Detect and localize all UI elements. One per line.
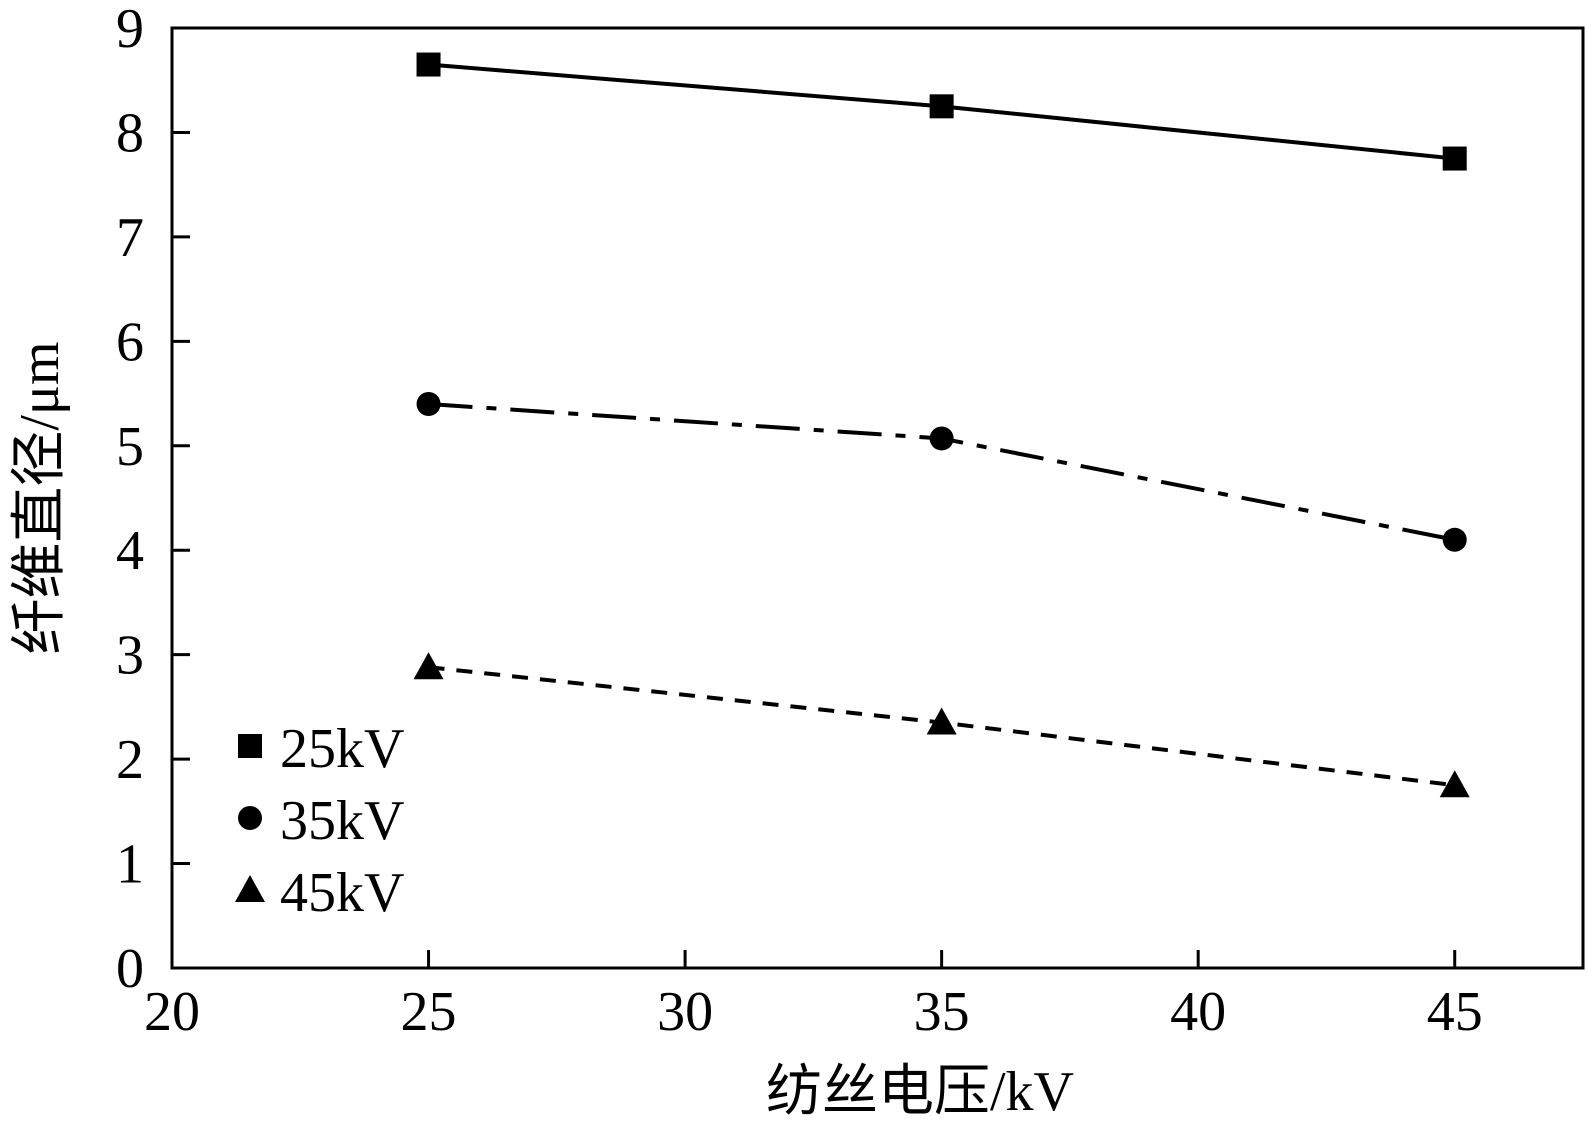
series-45kV bbox=[413, 652, 1470, 798]
legend-item: 25kV bbox=[238, 718, 404, 780]
legend-item: 35kV bbox=[238, 790, 404, 852]
data-point bbox=[416, 392, 441, 416]
legend-label: 25kV bbox=[280, 718, 404, 780]
y-tick-label: 9 bbox=[116, 0, 144, 60]
y-tick-label: 0 bbox=[116, 938, 144, 1000]
y-axis-title: 纤维直径/μm bbox=[9, 341, 71, 654]
data-point bbox=[1442, 527, 1467, 552]
legend-marker bbox=[238, 734, 262, 758]
series-line bbox=[428, 402, 1456, 542]
y-tick-label: 6 bbox=[116, 311, 144, 373]
y-tick-label: 3 bbox=[116, 625, 144, 687]
x-tick-label: 25 bbox=[401, 981, 457, 1043]
plot-frame bbox=[170, 26, 1585, 970]
x-axis-title: 纺丝电压/kV bbox=[766, 1061, 1074, 1123]
data-point bbox=[413, 652, 444, 680]
data-point bbox=[929, 426, 954, 451]
series-35kV bbox=[416, 392, 1467, 552]
legend: 25kV 35kV 45kV bbox=[235, 718, 404, 924]
x-tick-label: 30 bbox=[657, 981, 713, 1043]
y-tick-label: 1 bbox=[116, 834, 144, 896]
legend-marker bbox=[235, 875, 265, 902]
x-tick-label: 20 bbox=[144, 981, 200, 1043]
x-tick-label: 40 bbox=[1170, 981, 1226, 1043]
data-point bbox=[1442, 146, 1467, 171]
y-tick-label: 2 bbox=[116, 729, 144, 791]
data-point bbox=[926, 707, 957, 735]
data-point bbox=[416, 52, 441, 77]
data-point bbox=[929, 94, 954, 119]
data-point bbox=[1439, 770, 1470, 798]
series-25kV bbox=[416, 52, 1467, 171]
y-tick-label: 4 bbox=[116, 520, 144, 582]
x-tick-label: 45 bbox=[1427, 981, 1483, 1043]
legend-marker bbox=[238, 806, 262, 830]
x-axis-ticks: 20 25 30 35 40 45 bbox=[144, 950, 1483, 1043]
y-tick-label: 5 bbox=[116, 416, 144, 478]
legend-label: 45kV bbox=[280, 862, 404, 924]
y-tick-label: 8 bbox=[116, 102, 144, 164]
y-tick-label: 7 bbox=[116, 207, 144, 269]
x-tick-label: 35 bbox=[914, 981, 970, 1043]
legend-label: 35kV bbox=[280, 790, 404, 852]
legend-item: 45kV bbox=[235, 862, 404, 924]
series-layer bbox=[413, 52, 1470, 798]
y-axis-ticks: 0 1 2 3 4 5 6 7 8 9 bbox=[116, 0, 190, 1000]
